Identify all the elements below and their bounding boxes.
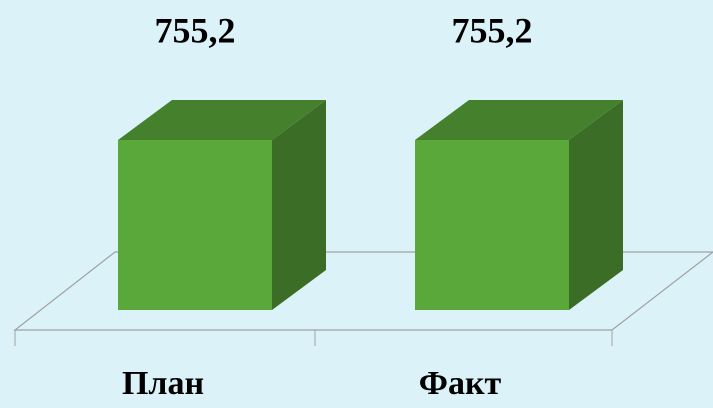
value-label: 755,2: [452, 10, 533, 50]
x-tick-label: Факт: [419, 365, 502, 402]
bar-front: [415, 140, 569, 310]
bar-front: [118, 140, 272, 310]
bar-side: [272, 100, 326, 310]
bar: [415, 100, 623, 310]
bar-top: [118, 100, 326, 140]
bar-top: [415, 100, 623, 140]
x-tick-label: План: [122, 365, 204, 402]
value-label: 755,2: [155, 10, 236, 50]
bar-side: [569, 100, 623, 310]
bar: [118, 100, 326, 310]
floor: [13, 251, 713, 331]
